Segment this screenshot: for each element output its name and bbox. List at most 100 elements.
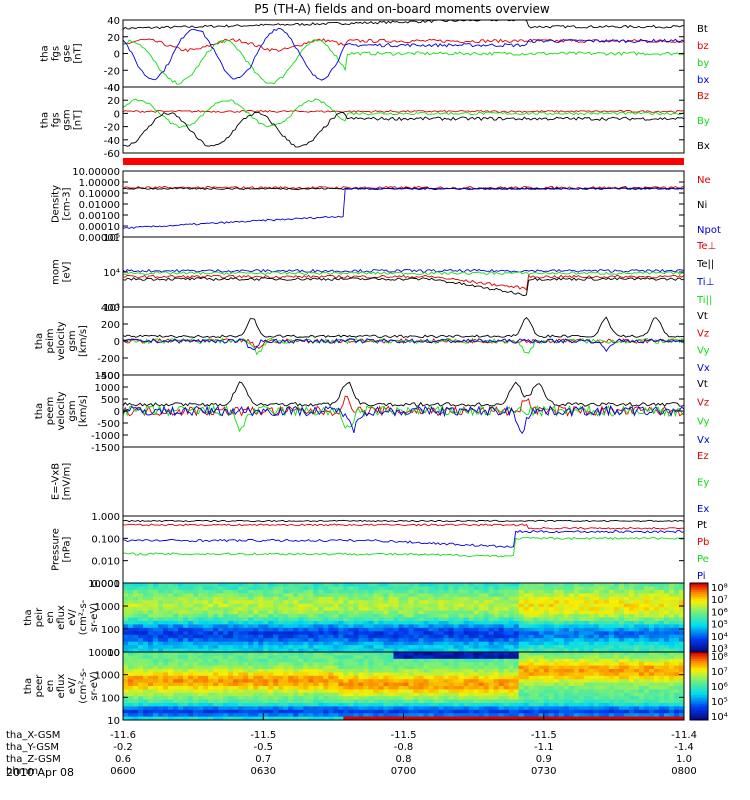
- spectrogram-cell: [353, 607, 359, 611]
- spectrogram-cell: [403, 669, 409, 673]
- spectrogram-cell: [498, 675, 505, 680]
- spectrogram-cell: [588, 652, 595, 656]
- spectrogram-cell: [433, 692, 439, 697]
- spectrogram-cell: [223, 617, 229, 622]
- spectrogram-cell: [203, 603, 209, 608]
- spectrogram-cell: [383, 665, 389, 670]
- spectrogram-cell: [483, 610, 490, 615]
- spectrogram-cell: [213, 709, 219, 714]
- spectrogram-cell: [408, 603, 414, 608]
- spectrogram-cell: [418, 662, 424, 666]
- spectrogram-cell: [238, 696, 244, 700]
- spectrogram-cell: [678, 627, 685, 632]
- spectrogram-cell: [528, 648, 535, 653]
- spectrogram-cell: [633, 634, 640, 639]
- spectrogram-cell: [488, 686, 495, 690]
- spectrogram-cell: [178, 706, 184, 711]
- spectrogram-cell: [523, 658, 530, 663]
- spectrogram-cell: [453, 703, 459, 707]
- spectrogram-cell: [228, 672, 234, 677]
- spectrogram-cell: [158, 703, 164, 707]
- spectrogram-cell: [633, 600, 640, 605]
- spectrogram-cell: [178, 648, 184, 653]
- spectrogram-cell: [628, 679, 635, 683]
- spectrogram-cell: [523, 675, 530, 680]
- spectrogram-cell: [288, 607, 294, 611]
- spectrogram-cell: [618, 713, 625, 717]
- spectrogram-cell: [193, 672, 199, 677]
- spectrogram-cell: [243, 669, 249, 673]
- spectrogram-cell: [543, 583, 550, 587]
- spectrogram-cell: [508, 679, 515, 683]
- spectrogram-cell: [533, 696, 540, 700]
- spectrogram-cell: [333, 610, 339, 615]
- spectrogram-cell: [513, 696, 520, 700]
- spectrogram-cell: [208, 641, 214, 646]
- spectrogram-cell: [463, 675, 470, 680]
- spectrogram-cell: [233, 703, 239, 707]
- spectrogram-cell: [433, 617, 439, 622]
- spectrogram-cell: [558, 655, 565, 660]
- spectrogram-cell: [458, 645, 465, 649]
- spectrogram-cell: [398, 689, 404, 694]
- spectrogram-cell: [233, 589, 239, 594]
- spectrogram-cell: [673, 709, 680, 714]
- spectrogram-cell: [133, 641, 139, 646]
- spectrogram-cell: [333, 652, 339, 656]
- spectrogram-cell: [648, 617, 655, 622]
- spectrogram-cell: [198, 634, 204, 639]
- spectrogram-cell: [243, 641, 249, 646]
- spectrogram-cell: [353, 699, 359, 704]
- spectrogram-cell: [128, 669, 134, 673]
- spectrogram-cell: [138, 696, 144, 700]
- spectrogram-cell: [263, 648, 269, 653]
- spectrogram-cell: [473, 593, 480, 598]
- spectrogram-cell: [573, 662, 580, 666]
- spectrogram-cell: [428, 638, 434, 643]
- spectrogram-cell: [628, 655, 635, 660]
- spectrogram-cell: [123, 706, 129, 711]
- spectrogram-cell: [133, 672, 139, 677]
- spectrogram-cell: [403, 641, 409, 646]
- spectrogram-cell: [353, 692, 359, 697]
- spectrogram-cell: [673, 583, 680, 587]
- spectrogram-cell: [678, 641, 685, 646]
- spectrogram-cell: [313, 662, 319, 666]
- spectrogram-cell: [563, 645, 570, 649]
- spectrogram-cell: [593, 655, 600, 660]
- spectrogram-cell: [398, 596, 404, 601]
- spectrogram-cell: [313, 596, 319, 601]
- spectrogram-cell: [388, 686, 394, 690]
- spectrogram-cell: [643, 675, 650, 680]
- spectrogram-cell: [448, 689, 454, 694]
- spectrogram-cell: [143, 610, 149, 615]
- spectrogram-cell: [643, 583, 650, 587]
- y-axis-label: Pressure: [51, 528, 62, 571]
- spectrogram-cell: [433, 696, 439, 700]
- spectrogram-cell: [633, 645, 640, 649]
- spectrogram-cell: [403, 699, 409, 704]
- spectrogram-cell: [308, 703, 314, 707]
- spectrogram-cell: [263, 586, 269, 591]
- spectrogram-cell: [488, 652, 495, 656]
- spectrogram-cell: [133, 716, 139, 721]
- spectrogram-cell: [273, 614, 279, 618]
- spectrogram-cell: [173, 652, 179, 656]
- spectrogram-cell: [468, 658, 475, 663]
- colorbar-step: [690, 654, 708, 658]
- y-axis-label: eflux: [56, 674, 67, 699]
- spectrogram-cell: [123, 641, 129, 646]
- spectrogram-cell: [578, 686, 585, 690]
- spectrogram-cell: [428, 600, 434, 605]
- spectrogram-cell: [268, 607, 274, 611]
- spectrogram-cell: [133, 583, 139, 587]
- spectrogram-cell: [288, 703, 294, 707]
- spectrogram-cell: [248, 648, 254, 653]
- spectrogram-cell: [338, 689, 344, 694]
- spectrogram-cell: [203, 648, 209, 653]
- spectrogram-cell: [623, 600, 630, 605]
- spectrogram-cell: [278, 631, 284, 636]
- time-axis-value: 0700: [391, 766, 416, 777]
- spectrogram-cell: [648, 648, 655, 653]
- spectrogram-cell: [203, 709, 209, 714]
